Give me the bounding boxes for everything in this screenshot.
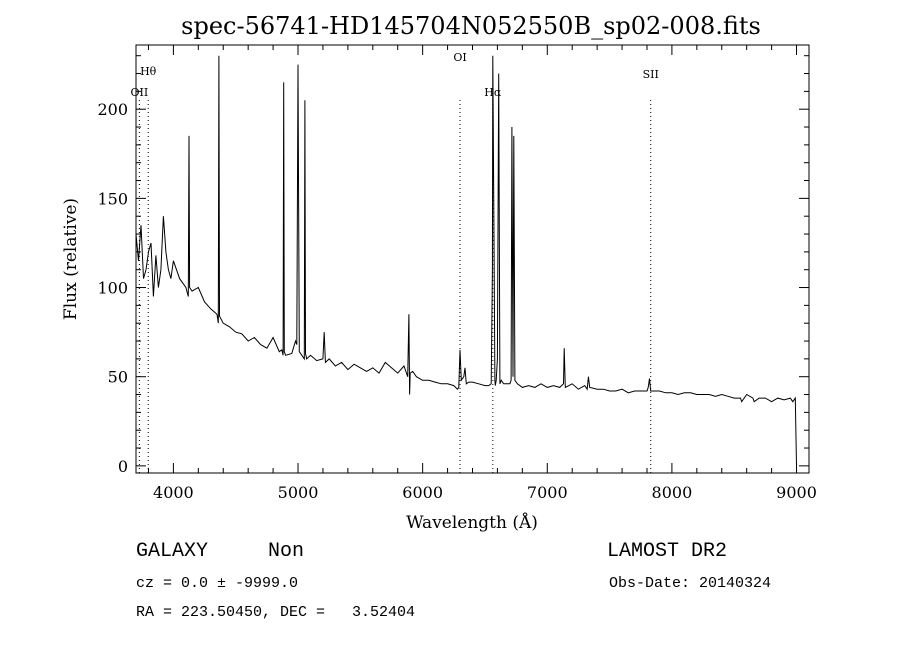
y-tick-label: 150 <box>97 189 128 208</box>
emission-line-label: OI <box>453 51 466 64</box>
y-tick-label: 100 <box>97 279 128 298</box>
x-tick-label: 7000 <box>527 483 568 502</box>
x-tick-label: 5000 <box>278 483 319 502</box>
object-class: GALAXY <box>136 540 209 563</box>
chart-title: spec-56741-HD145704N052550B_sp02-008.fit… <box>181 12 761 40</box>
y-tick-label: 200 <box>97 100 128 119</box>
x-axis-label: Wavelength (Å) <box>406 512 538 533</box>
emission-line-label: SII <box>643 68 659 81</box>
y-tick-label: 0 <box>118 457 128 476</box>
redshift-text: cz = 0.0 ± -9999.0 <box>136 575 299 592</box>
x-tick-label: 8000 <box>652 483 693 502</box>
series-spectrum-line <box>135 55 797 466</box>
plot-area: 4000 5000 6000 7000 8000 9000 0 50 100 150 200 Hθ O… <box>97 44 817 502</box>
emission-line-label: OII <box>131 86 149 99</box>
x-tick-label: 9000 <box>776 483 817 502</box>
axis-ticks: 4000 5000 6000 7000 8000 9000 0 50 100 150 200 <box>97 45 817 502</box>
obs-date: Obs-Date: 20140324 <box>609 575 772 592</box>
emission-line-label: Hθ <box>140 65 157 78</box>
x-tick-label: 6000 <box>402 483 443 502</box>
coordinates: RA = 223.50450, DEC = 3.52404 <box>136 604 416 621</box>
survey-name: LAMOST DR2 <box>607 540 728 563</box>
y-axis-label: Flux (relative) <box>61 198 81 320</box>
x-tick-label: 4000 <box>153 483 194 502</box>
plot-frame <box>135 44 810 474</box>
y-tick-label: 50 <box>108 368 128 387</box>
object-subclass: Non <box>268 540 305 563</box>
